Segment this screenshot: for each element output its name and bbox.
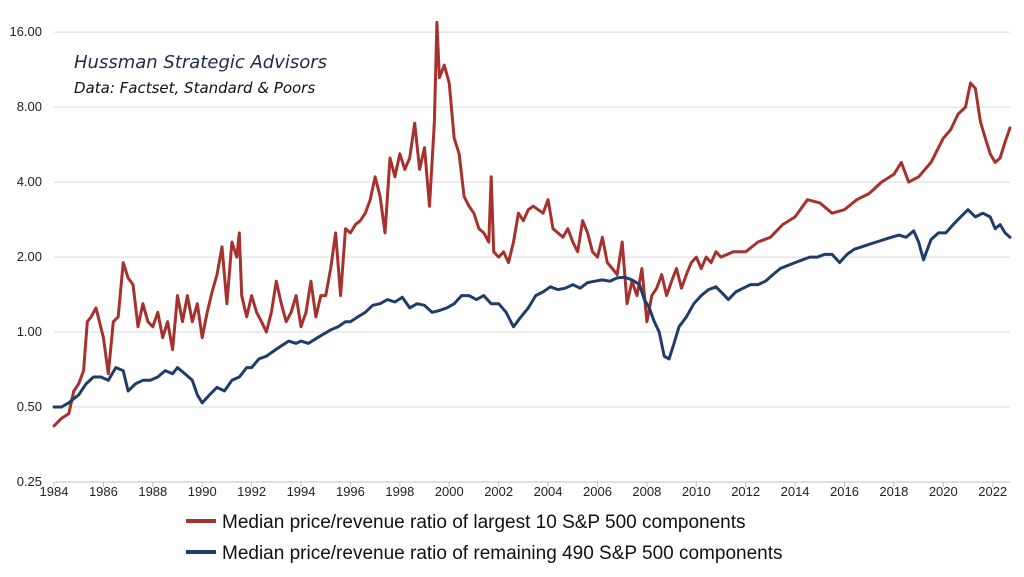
chart-annotation-title: Hussman Strategic Advisors — [74, 52, 327, 73]
x-tick-label: 2002 — [484, 484, 513, 499]
x-tick-label: 2020 — [929, 484, 958, 499]
x-tick-label: 1996 — [336, 484, 365, 499]
series-line-remaining-490 — [52, 208, 1012, 409]
x-tick-label: 1998 — [385, 484, 414, 499]
x-tick-label: 2018 — [879, 484, 908, 499]
y-tick-label: 4.00 — [17, 174, 42, 189]
x-tick-label: 1994 — [287, 484, 316, 499]
x-tick-label: 2006 — [583, 484, 612, 499]
x-tick-label: 2016 — [830, 484, 859, 499]
x-tick-label: 1990 — [188, 484, 217, 499]
x-axis: 1984 1986 1988 1990 1992 1994 1996 1998 2000 2002… — [40, 482, 1007, 499]
x-tick-label: 2000 — [435, 484, 464, 499]
x-tick-label: 2014 — [781, 484, 810, 499]
x-tick-label: 2022 — [978, 484, 1007, 499]
x-tick-label: 2004 — [534, 484, 563, 499]
y-tick-label: 0.50 — [17, 399, 42, 414]
x-tick-label: 2008 — [632, 484, 661, 499]
y-tick-label: 2.00 — [17, 249, 42, 264]
y-axis: 0.25 0.50 1.00 2.00 4.00 8.00 16.00 — [9, 24, 42, 489]
legend-label-remaining-490: Median price/revenue ratio of remaining … — [222, 543, 783, 564]
x-tick-label: 1992 — [237, 484, 266, 499]
y-tick-label: 16.00 — [9, 24, 42, 39]
x-tick-label: 2010 — [682, 484, 711, 499]
x-tick-label: 1984 — [40, 484, 69, 499]
y-tick-label: 8.00 — [17, 99, 42, 114]
series-group — [52, 20, 1012, 428]
legend: Median price/revenue ratio of largest 10… — [186, 512, 783, 564]
x-tick-label: 1986 — [89, 484, 118, 499]
series-line-largest-10 — [52, 20, 1012, 428]
x-tick-label: 2012 — [731, 484, 760, 499]
chart-annotation-source: Data: Factset, Standard & Poors — [74, 79, 315, 97]
x-tick-label: 1988 — [138, 484, 167, 499]
grid — [54, 31, 1010, 483]
y-tick-label: 0.25 — [17, 474, 42, 489]
legend-label-largest-10: Median price/revenue ratio of largest 10… — [222, 512, 746, 533]
y-tick-label: 1.00 — [17, 324, 42, 339]
